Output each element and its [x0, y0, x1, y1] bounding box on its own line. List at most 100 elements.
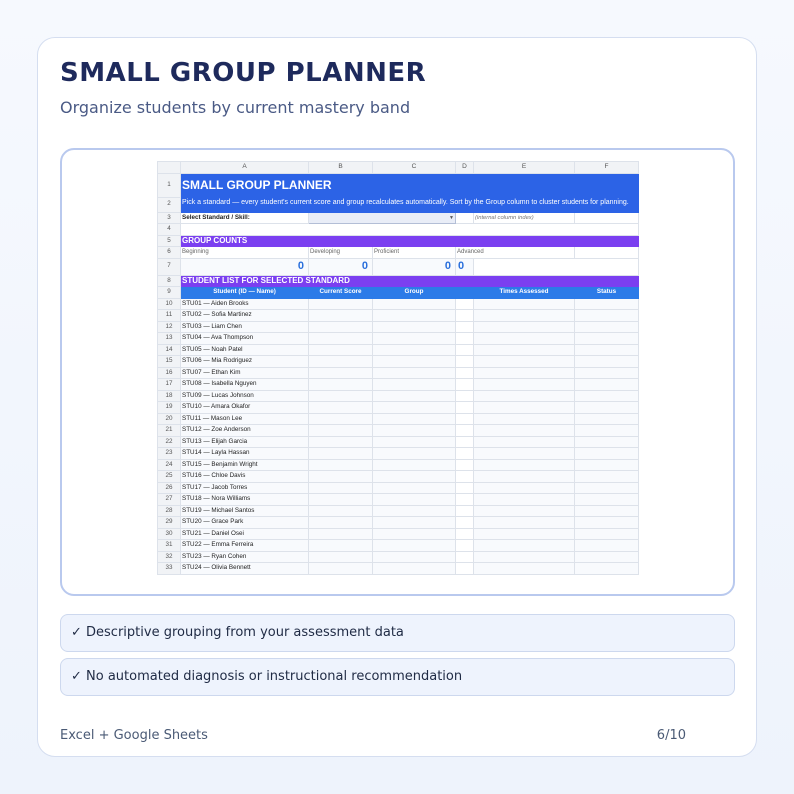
- current-score-cell[interactable]: [308, 355, 373, 368]
- blank-cell[interactable]: [455, 332, 474, 345]
- header-current-score[interactable]: Current Score: [308, 286, 373, 299]
- group-cell[interactable]: [372, 320, 456, 333]
- student-name-cell[interactable]: STU07 — Ethan Kim: [180, 366, 309, 379]
- corner-cell[interactable]: [157, 161, 181, 174]
- group-cell[interactable]: [372, 389, 456, 402]
- times-assessed-cell[interactable]: [473, 343, 575, 356]
- blank-cell[interactable]: [455, 378, 474, 391]
- status-cell[interactable]: [574, 470, 639, 483]
- group-cell[interactable]: [372, 343, 456, 356]
- times-assessed-cell[interactable]: [473, 527, 575, 540]
- cell[interactable]: [574, 246, 639, 259]
- status-cell[interactable]: [574, 401, 639, 414]
- blank-cell[interactable]: [455, 343, 474, 356]
- current-score-cell[interactable]: [308, 332, 373, 345]
- blank-cell[interactable]: [455, 562, 474, 575]
- current-score-cell[interactable]: [308, 435, 373, 448]
- student-name-cell[interactable]: STU10 — Amara Okafor: [180, 401, 309, 414]
- student-name-cell[interactable]: STU22 — Emma Ferreira: [180, 539, 309, 552]
- status-cell[interactable]: [574, 435, 639, 448]
- times-assessed-cell[interactable]: [473, 504, 575, 517]
- current-score-cell[interactable]: [308, 562, 373, 575]
- times-assessed-cell[interactable]: [473, 516, 575, 529]
- status-cell[interactable]: [574, 539, 639, 552]
- status-cell[interactable]: [574, 389, 639, 402]
- header-times-assessed[interactable]: Times Assessed: [473, 286, 575, 299]
- student-name-cell[interactable]: STU01 — Aiden Brooks: [180, 297, 309, 310]
- times-assessed-cell[interactable]: [473, 412, 575, 425]
- current-score-cell[interactable]: [308, 527, 373, 540]
- status-cell[interactable]: [574, 481, 639, 494]
- current-score-cell[interactable]: [308, 366, 373, 379]
- group-cell[interactable]: [372, 539, 456, 552]
- times-assessed-cell[interactable]: [473, 481, 575, 494]
- current-score-cell[interactable]: [308, 539, 373, 552]
- status-cell[interactable]: [574, 320, 639, 333]
- student-name-cell[interactable]: STU02 — Sofia Martinez: [180, 309, 309, 322]
- column-header-f[interactable]: F: [574, 161, 639, 174]
- times-assessed-cell[interactable]: [473, 320, 575, 333]
- group-cell[interactable]: [372, 458, 456, 471]
- cell[interactable]: [473, 257, 639, 276]
- blank-cell[interactable]: [455, 366, 474, 379]
- times-assessed-cell[interactable]: [473, 458, 575, 471]
- group-cell[interactable]: [372, 504, 456, 517]
- current-score-cell[interactable]: [308, 550, 373, 563]
- times-assessed-cell[interactable]: [473, 401, 575, 414]
- standard-dropdown[interactable]: ▼: [308, 211, 456, 224]
- current-score-cell[interactable]: [308, 343, 373, 356]
- header-group[interactable]: Group: [372, 286, 456, 299]
- blank-cell[interactable]: [455, 458, 474, 471]
- times-assessed-cell[interactable]: [473, 378, 575, 391]
- current-score-cell[interactable]: [308, 424, 373, 437]
- status-cell[interactable]: [574, 458, 639, 471]
- blank-cell[interactable]: [455, 412, 474, 425]
- cell[interactable]: [180, 223, 639, 236]
- group-count-beginning[interactable]: 0: [180, 257, 309, 276]
- group-cell[interactable]: [372, 562, 456, 575]
- current-score-cell[interactable]: [308, 470, 373, 483]
- column-header-c[interactable]: C: [372, 161, 456, 174]
- student-name-cell[interactable]: STU13 — Elijah Garcia: [180, 435, 309, 448]
- student-name-cell[interactable]: STU19 — Michael Santos: [180, 504, 309, 517]
- blank-cell[interactable]: [455, 297, 474, 310]
- times-assessed-cell[interactable]: [473, 562, 575, 575]
- current-score-cell[interactable]: [308, 309, 373, 322]
- student-name-cell[interactable]: STU15 — Benjamin Wright: [180, 458, 309, 471]
- student-name-cell[interactable]: STU18 — Nora Williams: [180, 493, 309, 506]
- group-cell[interactable]: [372, 332, 456, 345]
- group-cell[interactable]: [372, 378, 456, 391]
- status-cell[interactable]: [574, 366, 639, 379]
- blank-cell[interactable]: [455, 435, 474, 448]
- current-score-cell[interactable]: [308, 320, 373, 333]
- status-cell[interactable]: [574, 504, 639, 517]
- student-name-cell[interactable]: STU21 — Daniel Osei: [180, 527, 309, 540]
- blank-cell[interactable]: [455, 516, 474, 529]
- blank-cell[interactable]: [455, 539, 474, 552]
- column-header-b[interactable]: B: [308, 161, 373, 174]
- column-header-e[interactable]: E: [473, 161, 575, 174]
- current-score-cell[interactable]: [308, 504, 373, 517]
- blank-cell[interactable]: [455, 447, 474, 460]
- student-name-cell[interactable]: STU08 — Isabella Nguyen: [180, 378, 309, 391]
- group-cell[interactable]: [372, 527, 456, 540]
- status-cell[interactable]: [574, 378, 639, 391]
- group-cell[interactable]: [372, 447, 456, 460]
- header-blank[interactable]: [455, 286, 474, 299]
- banner-title-cell[interactable]: SMALL GROUP PLANNER: [180, 172, 639, 198]
- status-cell[interactable]: [574, 562, 639, 575]
- header-status[interactable]: Status: [574, 286, 639, 299]
- student-name-cell[interactable]: STU20 — Grace Park: [180, 516, 309, 529]
- status-cell[interactable]: [574, 297, 639, 310]
- student-name-cell[interactable]: STU16 — Chloe Davis: [180, 470, 309, 483]
- blank-cell[interactable]: [455, 355, 474, 368]
- blank-cell[interactable]: [455, 527, 474, 540]
- times-assessed-cell[interactable]: [473, 332, 575, 345]
- times-assessed-cell[interactable]: [473, 435, 575, 448]
- student-name-cell[interactable]: STU14 — Layla Hassan: [180, 447, 309, 460]
- current-score-cell[interactable]: [308, 447, 373, 460]
- current-score-cell[interactable]: [308, 378, 373, 391]
- status-cell[interactable]: [574, 412, 639, 425]
- current-score-cell[interactable]: [308, 297, 373, 310]
- blank-cell[interactable]: [455, 309, 474, 322]
